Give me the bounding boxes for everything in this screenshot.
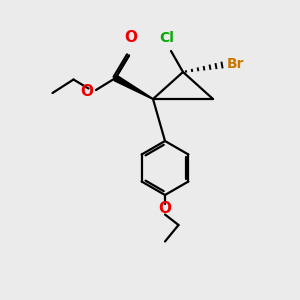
Text: O: O [124,30,137,45]
Text: O: O [80,84,93,99]
Text: Cl: Cl [159,31,174,45]
Text: O: O [158,201,172,216]
Polygon shape [114,75,153,99]
Text: Br: Br [226,58,244,71]
